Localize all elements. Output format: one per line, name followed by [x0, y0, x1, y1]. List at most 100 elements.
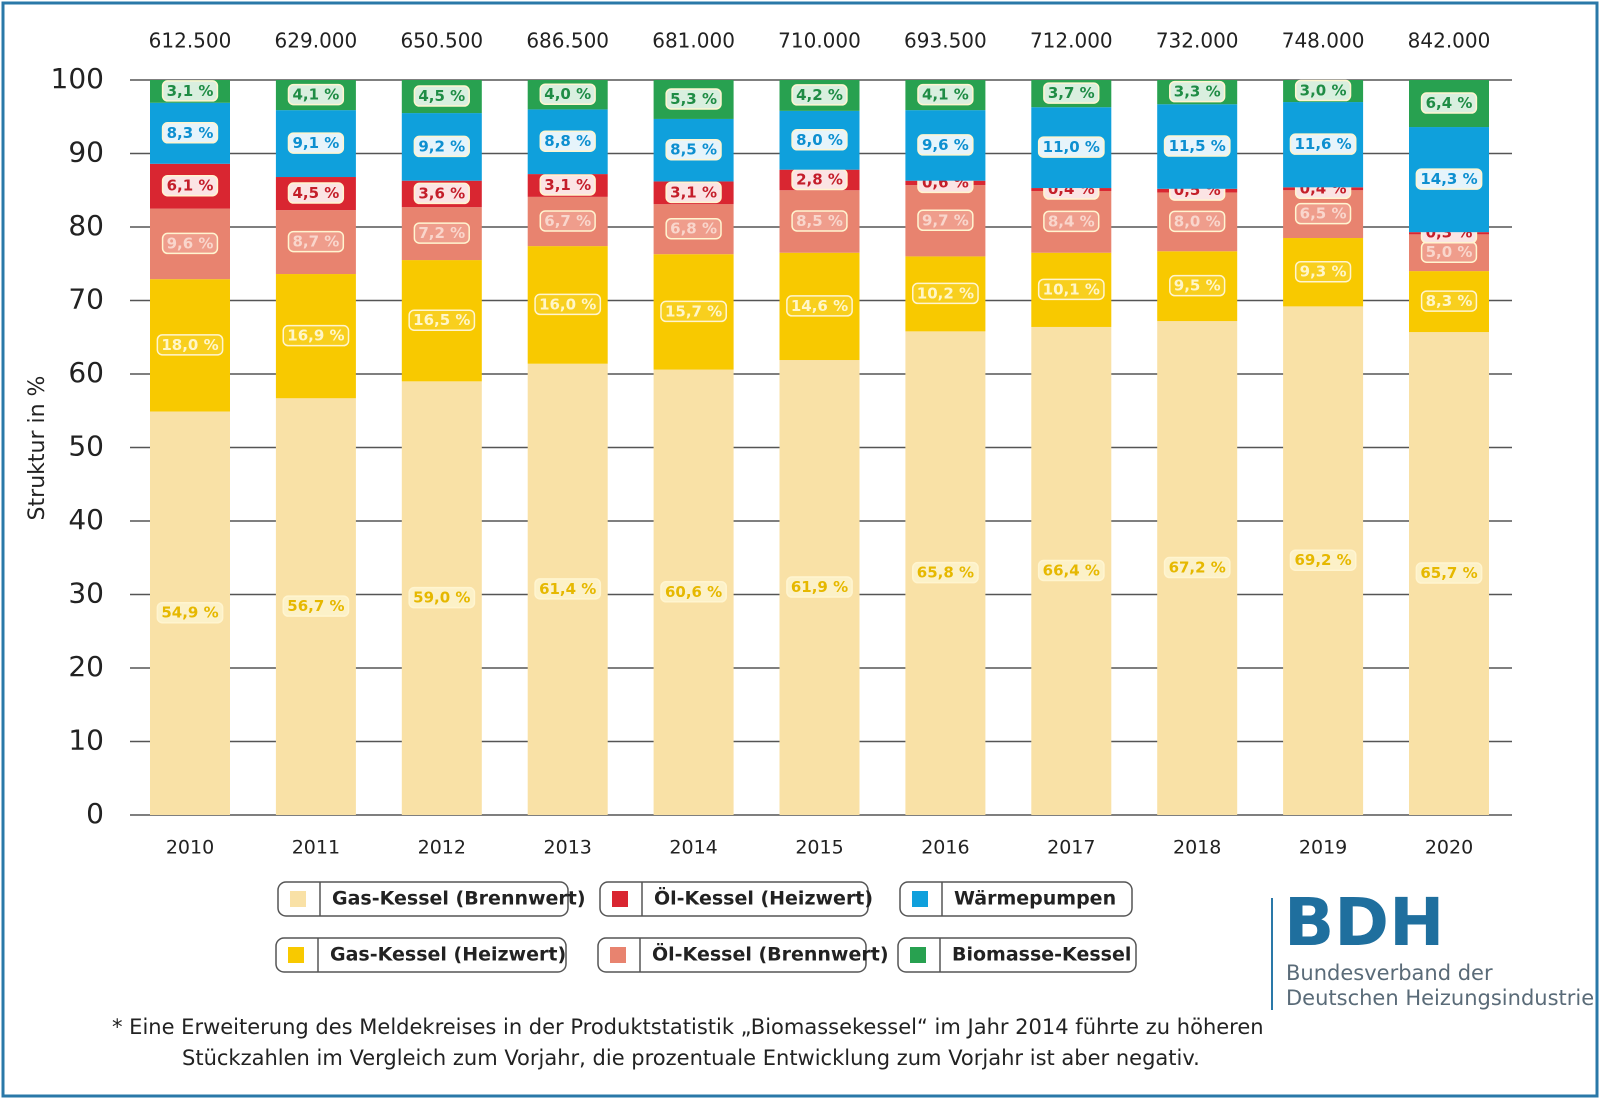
value-label: 60,6 % [665, 583, 722, 601]
value-label-box [665, 181, 722, 204]
value-label: 8,4 % [1048, 212, 1095, 230]
value-label: 11,0 % [1043, 138, 1100, 156]
x-tick-label: 2018 [1173, 837, 1221, 859]
x-tick-label: 2013 [544, 837, 592, 859]
y-tick-label: 0 [86, 797, 104, 830]
x-tick-label: 2014 [669, 837, 717, 859]
value-label: 16,5 % [413, 311, 470, 329]
value-label: 14,3 % [1420, 170, 1477, 188]
value-label-box [660, 581, 727, 603]
value-label-box [287, 83, 345, 106]
y-tick-label: 30 [68, 577, 104, 610]
total-label: 629.000 [275, 29, 358, 53]
value-label: 9,1 % [292, 134, 339, 152]
legend-swatch [610, 947, 626, 963]
value-label: 4,2 % [796, 86, 843, 104]
total-label: 681.000 [652, 29, 735, 53]
value-label: 4,5 % [418, 87, 465, 105]
value-label-box [1163, 556, 1231, 579]
value-label: 15,7 % [665, 302, 722, 320]
value-label-box [282, 595, 350, 617]
value-label-box [282, 324, 350, 347]
value-label: 6,4 % [1426, 94, 1473, 112]
value-label-box [660, 300, 727, 323]
legend-label: Biomasse-Kessel [952, 944, 1131, 966]
x-tick-label: 2015 [795, 837, 843, 859]
value-label: 9,7 % [922, 211, 969, 229]
value-label: 3,6 % [418, 184, 465, 202]
total-label: 732.000 [1156, 29, 1239, 53]
value-label-box [917, 134, 974, 156]
value-label: 66,4 % [1043, 561, 1100, 579]
value-label-box [156, 334, 224, 356]
value-label: 6,1 % [167, 177, 214, 195]
value-label: 65,8 % [917, 564, 974, 582]
value-label-box [287, 182, 345, 204]
total-label: 686.500 [526, 29, 609, 53]
value-label-box [539, 83, 596, 105]
value-label: 56,7 % [287, 597, 344, 615]
value-label: 4,0 % [544, 85, 591, 103]
value-label-box [1415, 168, 1483, 190]
value-label-box [413, 135, 470, 158]
value-label: 2,8 % [796, 170, 843, 188]
value-label-box [917, 209, 974, 232]
legend-box [599, 881, 869, 917]
x-tick-label: 2016 [921, 837, 969, 859]
value-label: 8,7 % [292, 233, 339, 251]
y-tick-label: 100 [51, 62, 104, 95]
value-label-box [161, 174, 219, 197]
y-tick-label: 60 [68, 356, 104, 389]
value-label: 8,0 % [796, 131, 843, 149]
value-label-box [161, 232, 219, 255]
legend-swatch [288, 947, 304, 963]
value-label-box [1163, 135, 1231, 157]
value-label: 8,5 % [670, 141, 717, 159]
value-label-box [1420, 290, 1478, 312]
value-label-box [161, 122, 219, 144]
value-label: 65,7 % [1420, 564, 1477, 582]
value-label: 7,2 % [418, 224, 465, 242]
value-label: 4,1 % [922, 86, 969, 104]
y-tick-label: 70 [68, 283, 104, 316]
value-label-box [1289, 133, 1357, 155]
y-tick-label: 10 [68, 724, 104, 757]
value-label-box [1294, 79, 1352, 102]
footnote: * Eine Erweiterung des Meldekreises in d… [112, 1015, 1264, 1039]
logo: BDH [1284, 884, 1444, 961]
value-label-box [1169, 80, 1226, 103]
legend-box [899, 881, 1133, 917]
value-label-box [1037, 136, 1105, 158]
value-label: 3,1 % [670, 183, 717, 201]
value-label: 9,6 % [922, 136, 969, 154]
value-label: 6,5 % [1300, 205, 1347, 223]
value-label: 3,1 % [544, 176, 591, 194]
x-tick-label: 2011 [292, 837, 340, 859]
value-label: 8,0 % [1174, 212, 1221, 230]
value-label: 10,2 % [917, 284, 974, 302]
value-label-box [912, 561, 979, 584]
y-tick-label: 90 [68, 136, 104, 169]
value-label-box [413, 85, 470, 107]
value-label-box [791, 210, 848, 232]
value-label-box [791, 129, 848, 151]
value-label-box [1169, 210, 1226, 233]
value-label-box [786, 576, 853, 598]
total-label: 712.000 [1030, 29, 1113, 53]
y-tick-label: 20 [68, 650, 104, 683]
y-tick-label: 50 [68, 430, 104, 463]
legend-box [597, 937, 867, 973]
value-label: 9,6 % [167, 234, 214, 252]
x-tick-label: 2020 [1425, 837, 1473, 859]
value-label-box [791, 84, 848, 106]
legend-label: Gas-Kessel (Brennwert) [332, 888, 586, 910]
total-label: 842.000 [1408, 29, 1491, 53]
value-label-box [912, 282, 979, 305]
total-label: 693.500 [904, 29, 987, 53]
value-label-box [287, 230, 345, 253]
x-tick-label: 2012 [418, 837, 466, 859]
value-label-box [1420, 92, 1478, 114]
value-label: 3,0 % [1300, 82, 1347, 100]
